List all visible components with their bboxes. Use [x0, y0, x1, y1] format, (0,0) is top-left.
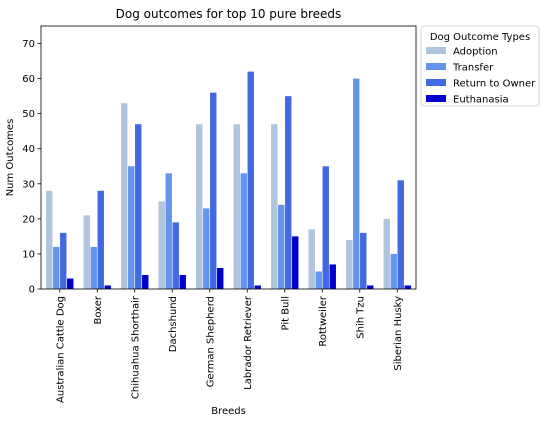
bar-euthanasia [292, 236, 299, 289]
legend-entry-label: Euthanasia [453, 95, 509, 106]
bar-adoption [308, 229, 315, 289]
y-axis-label: Num Outcomes [5, 119, 16, 197]
bar-return-to-owner [322, 166, 329, 289]
y-tick-label: 70 [22, 39, 35, 50]
legend-swatch [426, 79, 446, 86]
bar-transfer [165, 173, 172, 289]
bar-euthanasia [217, 267, 224, 289]
bar-transfer [53, 246, 60, 289]
legend-swatch [426, 95, 446, 102]
x-tick-label: Pit Bull [280, 296, 291, 330]
bar-adoption [46, 190, 53, 289]
bar-adoption [383, 218, 390, 289]
bar-transfer [128, 166, 135, 289]
x-tick-label: Australian Cattle Dog [55, 296, 66, 403]
bar-adoption [158, 201, 165, 289]
bar-euthanasia [67, 278, 74, 289]
x-tick-label: Siberian Husky [393, 296, 404, 371]
bar-transfer [390, 253, 397, 289]
bar-euthanasia [104, 285, 111, 289]
bar-return-to-owner [247, 71, 254, 289]
plot-area: 0 10 20 30 40 50 60 70 Australian Cattle Dog Boxe… [22, 25, 417, 403]
bar-transfer [278, 204, 285, 289]
bar-return-to-owner [135, 124, 142, 289]
legend-entry-label: Transfer [452, 63, 494, 74]
bar-adoption [346, 239, 353, 289]
legend: Dog Outcome Types Adoption Transfer Return… [420, 25, 540, 107]
x-tick-label: German Shepherd [205, 296, 216, 387]
legend-items: Adoption Transfer Return to Owner Euthanasi… [426, 47, 536, 106]
bar-euthanasia [404, 285, 411, 289]
legend-frame [420, 25, 540, 107]
bar-euthanasia [179, 274, 186, 289]
x-tick-label: Rottweiler [318, 295, 329, 346]
x-tick-label: Shih Tzu [355, 296, 366, 339]
bar-adoption [121, 103, 128, 290]
y-tick-label: 20 [22, 214, 35, 225]
bar-euthanasia [329, 264, 336, 289]
x-tick-label: Boxer [93, 295, 104, 324]
bar-adoption [83, 215, 90, 289]
bar-return-to-owner [210, 92, 217, 289]
bar-transfer [203, 208, 210, 289]
bar-return-to-owner [360, 232, 367, 289]
bar-euthanasia [367, 285, 374, 289]
bar-return-to-owner [97, 190, 104, 289]
legend-entry-label: Return to Owner [453, 79, 536, 90]
y-tick-label: 40 [22, 144, 35, 155]
y-tick-label: 30 [22, 179, 35, 190]
x-tick-label: Labrador Retriever [243, 295, 254, 390]
bar-transfer [90, 246, 97, 289]
legend-title: Dog Outcome Types [430, 32, 530, 43]
plot-frame [40, 25, 417, 290]
legend-swatch [426, 47, 446, 54]
bar-euthanasia [142, 274, 149, 289]
y-tick-label: 10 [22, 249, 35, 260]
bar-euthanasia [254, 285, 261, 289]
bar-transfer [240, 173, 247, 289]
x-tick-label: Chihuahua Shorthair [130, 295, 141, 399]
bar-adoption [271, 124, 278, 289]
bar-adoption [196, 124, 203, 289]
bar-adoption [233, 124, 240, 289]
legend-entry-label: Adoption [453, 47, 498, 58]
bar-return-to-owner [285, 96, 292, 289]
bar-transfer [353, 78, 360, 289]
x-axis-label: Breeds [211, 406, 246, 417]
bar-return-to-owner [60, 232, 67, 289]
y-tick-label: 0 [29, 285, 35, 296]
bar-return-to-owner [172, 222, 179, 289]
y-tick-label: 50 [22, 109, 35, 120]
bar-transfer [315, 271, 322, 289]
bar-return-to-owner [397, 180, 404, 289]
chart-title: Dog outcomes for top 10 pure breeds [116, 7, 342, 21]
x-tick-label: Dachshund [168, 296, 179, 352]
legend-swatch [426, 63, 446, 70]
y-tick-label: 60 [22, 74, 35, 85]
